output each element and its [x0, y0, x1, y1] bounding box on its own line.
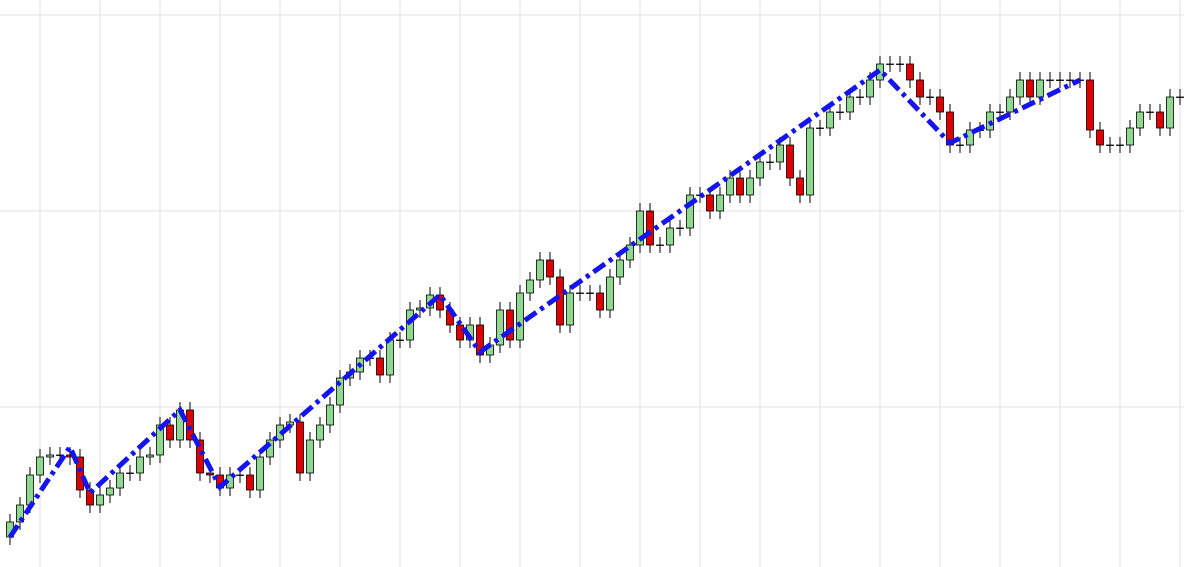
candle-body	[1016, 79, 1024, 98]
candle-body	[666, 227, 674, 246]
candle-body	[306, 439, 314, 474]
candle-body	[156, 424, 164, 456]
candle-body	[376, 357, 384, 376]
candle-body	[556, 276, 564, 326]
candle-body	[796, 177, 804, 196]
candle-body	[76, 456, 84, 491]
candle-body	[196, 439, 204, 474]
candle-body	[296, 421, 304, 474]
candle-body	[126, 472, 134, 474]
candle-body	[706, 194, 714, 212]
candle-body	[746, 177, 754, 196]
candle-body	[36, 456, 44, 476]
candle-body	[96, 494, 104, 506]
candle-body	[526, 279, 534, 294]
candle-body	[646, 210, 654, 246]
candle-body	[26, 474, 34, 506]
candle-body	[856, 96, 864, 98]
candle-body	[906, 63, 914, 81]
candle-body	[136, 456, 144, 474]
candle-body	[116, 472, 124, 489]
candle-body	[626, 244, 634, 261]
candle-body	[496, 309, 504, 346]
candle-body	[1106, 144, 1114, 146]
candle-body	[256, 456, 264, 491]
candle-body	[456, 324, 464, 341]
candle-body	[736, 177, 744, 196]
zigzag-line	[7, 66, 1082, 539]
candle-body	[1006, 96, 1014, 113]
candle-body	[1066, 79, 1074, 81]
candle-body	[1136, 111, 1144, 129]
candle-body	[1126, 127, 1134, 146]
candle-body	[1116, 144, 1124, 146]
candle-body	[516, 292, 524, 341]
candle-body	[606, 276, 614, 311]
candle-body	[636, 210, 644, 246]
candle-body	[436, 294, 444, 311]
candle-body	[586, 292, 594, 294]
candle-body	[236, 474, 244, 476]
candle-body	[1176, 96, 1184, 98]
candle-body	[146, 454, 154, 458]
candle-body	[756, 161, 764, 179]
candle-body	[1146, 111, 1154, 113]
candle-body	[1086, 79, 1094, 131]
candle-body	[616, 259, 624, 278]
candle-body	[506, 309, 514, 341]
candle-body	[716, 194, 724, 212]
candle-body	[806, 127, 814, 196]
candle-body	[656, 244, 664, 246]
candle-body	[166, 424, 174, 441]
candle-body	[926, 96, 934, 98]
candle-body	[826, 111, 834, 129]
candle-body	[386, 339, 394, 376]
candle-body	[186, 409, 194, 441]
candle-body	[596, 292, 604, 311]
candle-body	[1166, 96, 1174, 129]
candle-body	[246, 474, 254, 491]
candle-body	[1056, 79, 1064, 81]
candle-body	[766, 161, 774, 163]
candle-body	[846, 96, 854, 113]
candle-body	[16, 504, 24, 523]
candle-body	[46, 454, 54, 458]
candle-body	[1026, 79, 1034, 98]
candle-body	[896, 63, 904, 65]
candle-body	[866, 79, 874, 98]
candle-body	[206, 472, 214, 476]
candle-body	[336, 377, 344, 406]
candle-body	[686, 194, 694, 229]
candle-body	[326, 404, 334, 426]
candle-body	[396, 339, 404, 341]
candle-body	[916, 79, 924, 98]
candle-body	[676, 227, 684, 229]
candle-body	[576, 292, 584, 294]
candle-body	[1036, 79, 1044, 98]
candle-body	[316, 424, 324, 441]
candle-body	[936, 96, 944, 113]
candle-body	[566, 292, 574, 326]
candle-body	[106, 487, 114, 496]
candle-body	[776, 144, 784, 163]
candle-body	[786, 144, 794, 179]
candle-body	[816, 127, 824, 129]
candle-body	[546, 259, 554, 278]
candle-body	[1156, 111, 1164, 129]
candle-body	[886, 63, 894, 65]
candle-body	[726, 177, 734, 196]
candle-body	[996, 111, 1004, 113]
candle-body	[406, 309, 414, 341]
candle-body	[1046, 79, 1054, 81]
candle-body	[1096, 129, 1104, 146]
candle-body	[956, 144, 964, 146]
candle-body	[836, 111, 844, 113]
candle-body	[536, 259, 544, 281]
